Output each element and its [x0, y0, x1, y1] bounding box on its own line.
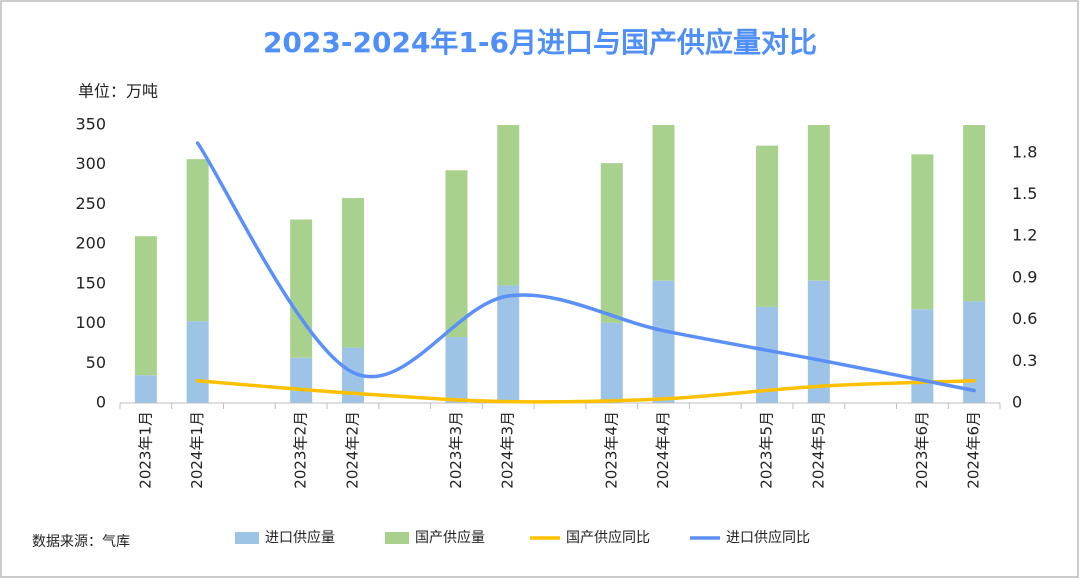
bar	[600, 163, 623, 323]
bar	[186, 321, 209, 403]
bar	[807, 280, 830, 403]
legend-label: 进口供应同比	[726, 529, 810, 546]
bar	[290, 219, 313, 358]
bar	[445, 337, 468, 403]
bar	[911, 154, 934, 310]
unit-label: 单位：万吨	[78, 82, 158, 101]
y-tick-label: 200	[75, 234, 106, 253]
bar	[652, 280, 675, 403]
y2-tick-label: 0	[1012, 393, 1022, 412]
bar	[600, 322, 623, 403]
y2-tick-label: 0.9	[1012, 267, 1037, 286]
source: 数据来源：气库	[32, 534, 130, 550]
y-tick-label: 0	[96, 393, 106, 412]
bar	[341, 198, 364, 348]
bar	[134, 375, 157, 403]
y-tick-label: 100	[75, 313, 106, 332]
legend-label: 国产供应同比	[566, 529, 650, 546]
y-tick-label: 150	[75, 273, 106, 292]
bar	[963, 125, 986, 302]
bar	[911, 309, 934, 403]
line	[195, 379, 976, 404]
bar	[807, 125, 830, 281]
y2-tick-label: 0.6	[1012, 309, 1037, 328]
bar	[652, 125, 675, 281]
bars	[134, 125, 986, 403]
bar	[497, 285, 520, 403]
chart-title: 2023-2024年1-6月进口与国产供应量对比	[263, 26, 817, 59]
x-tick-label: 2023年1月	[136, 411, 154, 489]
x-tick-label: 2024年5月	[809, 411, 827, 489]
x-tick-label: 2024年2月	[343, 411, 361, 489]
y-tick-label: 300	[75, 154, 106, 173]
x-tick-label: 2023年6月	[913, 411, 931, 489]
y-tick-label: 50	[86, 353, 106, 372]
y-tick-label: 250	[75, 194, 106, 213]
bar	[341, 347, 364, 403]
legend-swatch	[385, 532, 409, 544]
bar	[134, 236, 157, 376]
bar	[756, 306, 779, 403]
x-tick-label: 2023年4月	[602, 411, 620, 489]
x-tick-label: 2023年3月	[447, 411, 465, 489]
y2-tick-label: 0.3	[1012, 351, 1037, 370]
x-tick-label: 2024年6月	[965, 411, 983, 489]
y2-tick-label: 1.8	[1012, 142, 1037, 161]
bar	[186, 159, 209, 322]
y2-tick-label: 1.5	[1012, 184, 1037, 203]
legend-swatch	[235, 532, 259, 544]
line	[195, 141, 976, 393]
x-tick-label: 2024年1月	[188, 411, 206, 489]
legend-label: 进口供应量	[265, 529, 335, 546]
y2-tick-label: 1.2	[1012, 226, 1037, 245]
y-tick-label: 350	[75, 115, 106, 134]
legend-label: 国产供应量	[415, 529, 485, 546]
x-tick-label: 2023年5月	[758, 411, 776, 489]
bar	[290, 357, 313, 403]
bar	[963, 301, 986, 403]
x-tick-label: 2024年3月	[499, 411, 517, 489]
bar	[497, 125, 520, 286]
x-tick-label: 2023年2月	[292, 411, 310, 489]
x-tick-label: 2024年4月	[654, 411, 672, 489]
bar	[445, 170, 468, 338]
bar	[756, 145, 779, 307]
